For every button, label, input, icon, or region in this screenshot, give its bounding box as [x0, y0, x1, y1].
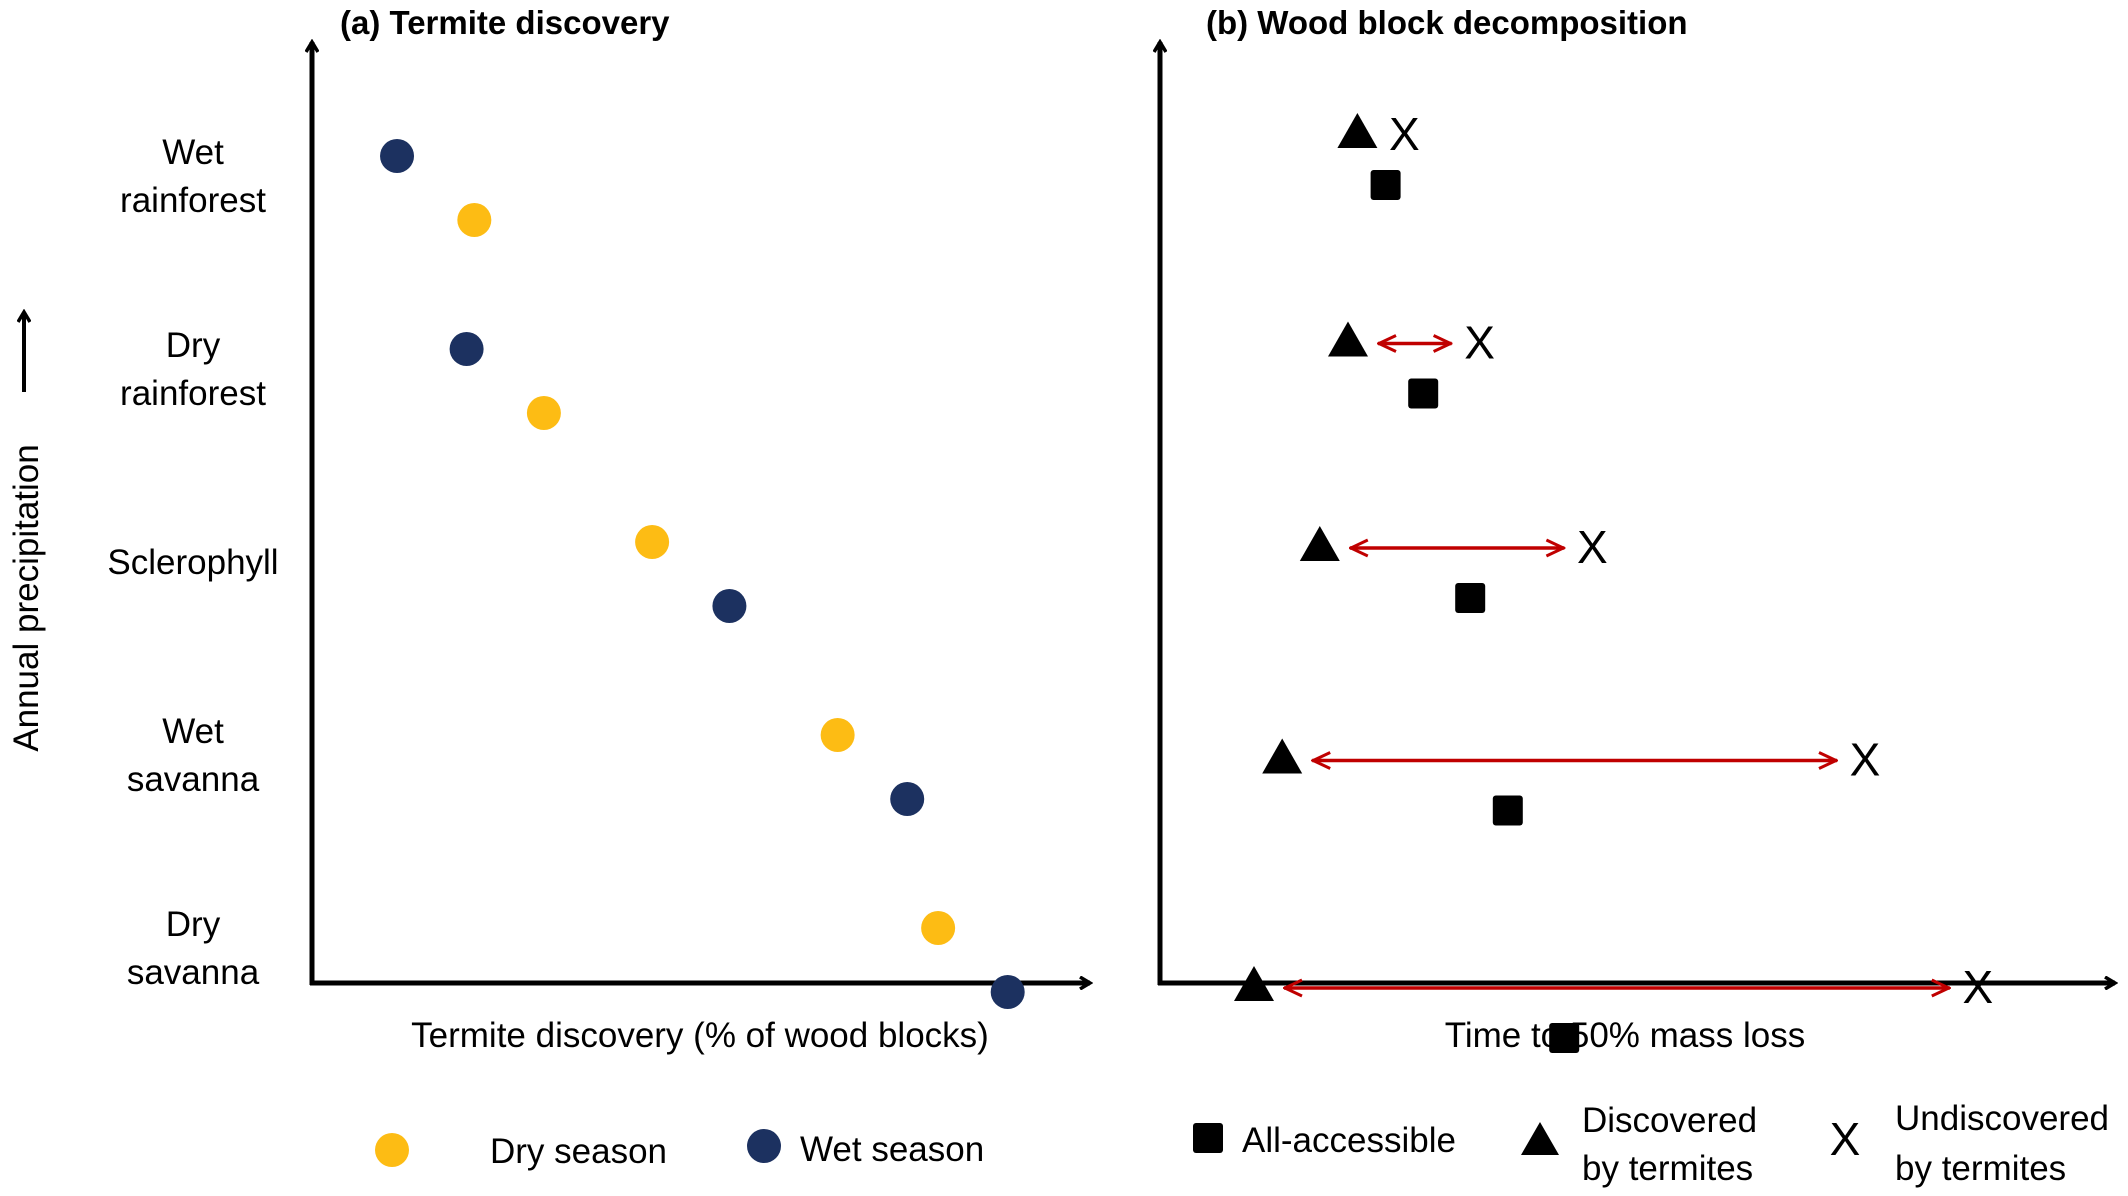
- point-wet-season-dry-savanna: [990, 975, 1025, 1009]
- legend-dry-season-marker: [375, 1133, 409, 1167]
- point-dry-season-dry-rainforest: [526, 396, 561, 430]
- category-label-wet-savanna-line2: savanna: [127, 760, 260, 799]
- category-label-dry-rainforest-line1: Dry: [166, 326, 221, 365]
- category-labels: Wet rainforest Dry rainforest Sclerophyll Wet…: [107, 133, 278, 992]
- legend-undiscovered-marker: X: [1830, 1113, 1861, 1165]
- legend-all-accessible-marker: [1193, 1123, 1223, 1153]
- triangle-discovered-dry-savanna: [1234, 966, 1274, 1001]
- point-dry-season-sclerophyll: [635, 525, 670, 559]
- category-label-wet-rainforest-line1: Wet: [162, 133, 224, 172]
- x-undiscovered-wet-savanna: X: [1850, 734, 1881, 786]
- category-label-sclerophyll-line1: Sclerophyll: [107, 543, 278, 582]
- legend-a: Dry season Wet season: [375, 1129, 984, 1171]
- square-all-accessible-sclerophyll: [1455, 583, 1486, 613]
- panel-b-points: X X X X X: [1234, 108, 1993, 1053]
- panel-a-x-axis-title: Termite discovery (% of wood blocks): [411, 1016, 989, 1055]
- category-label-wet-savanna-line1: Wet: [162, 712, 224, 751]
- triangle-discovered-wet-savanna: [1262, 738, 1303, 774]
- square-all-accessible-dry-rainforest: [1408, 378, 1439, 409]
- square-all-accessible-wet-savanna: [1492, 795, 1523, 826]
- point-wet-season-wet-savanna: [890, 782, 925, 816]
- x-undiscovered-wet-rainforest: X: [1389, 108, 1420, 160]
- panel-a-title: (a) Termite discovery: [340, 4, 670, 41]
- legend-discovered-label-line2: by termites: [1582, 1149, 1753, 1188]
- square-all-accessible-wet-rainforest: [1370, 170, 1401, 200]
- triangle-discovered-dry-rainforest: [1328, 321, 1368, 357]
- category-label-wet-rainforest-line2: rainforest: [120, 181, 266, 220]
- legend-wet-season-label: Wet season: [800, 1130, 984, 1169]
- panel-b-title: (b) Wood block decomposition: [1206, 4, 1688, 41]
- y-axis-title: Annual precipitation: [7, 444, 46, 751]
- legend-b: All-accessible Discovered by termites X …: [1193, 1099, 2109, 1188]
- point-dry-season-wet-rainforest: [457, 203, 492, 237]
- triangle-discovered-wet-rainforest: [1337, 113, 1378, 148]
- square-all-accessible-dry-savanna: [1549, 1023, 1580, 1053]
- category-label-dry-rainforest-line2: rainforest: [120, 374, 266, 413]
- legend-dry-season-label: Dry season: [490, 1132, 667, 1171]
- legend-wet-season-marker: [747, 1129, 781, 1163]
- category-label-dry-savanna-line2: savanna: [127, 953, 260, 992]
- legend-undiscovered-label-line2: by termites: [1895, 1149, 2066, 1188]
- point-wet-season-wet-rainforest: [380, 139, 415, 173]
- legend-undiscovered-label-line1: Undiscovered: [1895, 1099, 2109, 1138]
- x-undiscovered-dry-savanna: X: [1962, 961, 1993, 1013]
- x-undiscovered-dry-rainforest: X: [1464, 317, 1495, 369]
- legend-discovered-marker: [1521, 1122, 1559, 1155]
- point-wet-season-sclerophyll: [712, 589, 747, 623]
- point-wet-season-dry-rainforest: [449, 332, 484, 366]
- point-dry-season-wet-savanna: [820, 718, 855, 752]
- panel-a-points: [380, 139, 1025, 1009]
- category-label-dry-savanna-line1: Dry: [166, 905, 221, 944]
- panel-b-x-axis-title: Time to 50% mass loss: [1445, 1016, 1805, 1055]
- legend-discovered-label-line1: Discovered: [1582, 1101, 1757, 1140]
- x-undiscovered-sclerophyll: X: [1577, 521, 1608, 573]
- legend-all-accessible-label: All-accessible: [1242, 1121, 1456, 1160]
- triangle-discovered-sclerophyll: [1299, 526, 1340, 561]
- point-dry-season-dry-savanna: [921, 911, 956, 945]
